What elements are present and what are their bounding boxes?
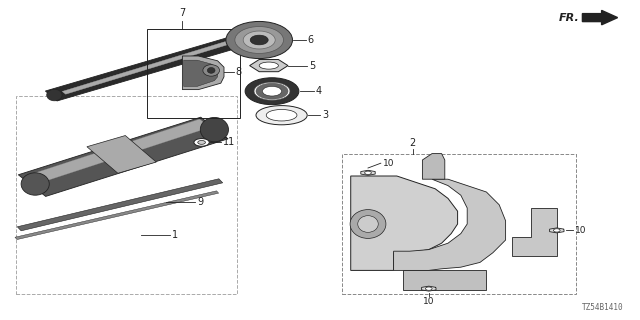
Ellipse shape <box>259 62 278 69</box>
Ellipse shape <box>235 27 284 53</box>
Polygon shape <box>87 136 156 173</box>
Ellipse shape <box>262 86 282 96</box>
Polygon shape <box>422 286 436 291</box>
Ellipse shape <box>266 109 297 121</box>
Polygon shape <box>403 270 486 290</box>
Ellipse shape <box>254 82 290 100</box>
Polygon shape <box>19 117 228 196</box>
Polygon shape <box>62 39 239 94</box>
Text: 11: 11 <box>223 137 235 148</box>
Polygon shape <box>33 119 210 182</box>
Ellipse shape <box>47 89 62 101</box>
Circle shape <box>554 229 560 232</box>
Polygon shape <box>184 60 218 86</box>
Ellipse shape <box>245 78 299 105</box>
Text: 2: 2 <box>410 138 416 148</box>
Text: 9: 9 <box>197 196 204 207</box>
Polygon shape <box>250 60 288 72</box>
Ellipse shape <box>350 210 386 238</box>
Ellipse shape <box>203 65 220 76</box>
Circle shape <box>365 171 371 174</box>
FancyArrow shape <box>582 11 618 25</box>
Text: 10: 10 <box>423 297 435 306</box>
Polygon shape <box>17 179 223 231</box>
Text: TZ54B1410: TZ54B1410 <box>582 303 624 312</box>
Text: 8: 8 <box>236 67 242 77</box>
Text: 10: 10 <box>383 159 394 168</box>
Polygon shape <box>394 179 506 270</box>
Text: 3: 3 <box>322 110 328 120</box>
Polygon shape <box>422 154 445 179</box>
Text: 10: 10 <box>575 226 586 235</box>
Circle shape <box>426 287 432 290</box>
Ellipse shape <box>200 117 228 142</box>
Ellipse shape <box>243 31 275 49</box>
Ellipse shape <box>358 216 378 232</box>
Ellipse shape <box>256 106 307 125</box>
Text: 7: 7 <box>179 8 186 18</box>
Ellipse shape <box>198 140 205 144</box>
Polygon shape <box>15 191 219 240</box>
Text: 5: 5 <box>309 60 316 71</box>
Ellipse shape <box>256 83 288 99</box>
Polygon shape <box>361 170 375 175</box>
Polygon shape <box>45 36 243 101</box>
Text: 6: 6 <box>308 35 314 45</box>
Ellipse shape <box>194 139 209 146</box>
Polygon shape <box>550 228 564 233</box>
Text: 4: 4 <box>316 86 322 96</box>
Text: FR.: FR. <box>559 12 579 23</box>
Ellipse shape <box>226 21 292 59</box>
Polygon shape <box>512 208 557 256</box>
Ellipse shape <box>207 68 215 73</box>
Polygon shape <box>182 56 224 90</box>
Ellipse shape <box>21 173 49 195</box>
Ellipse shape <box>250 35 268 45</box>
Polygon shape <box>351 176 458 270</box>
Text: 1: 1 <box>172 230 178 240</box>
